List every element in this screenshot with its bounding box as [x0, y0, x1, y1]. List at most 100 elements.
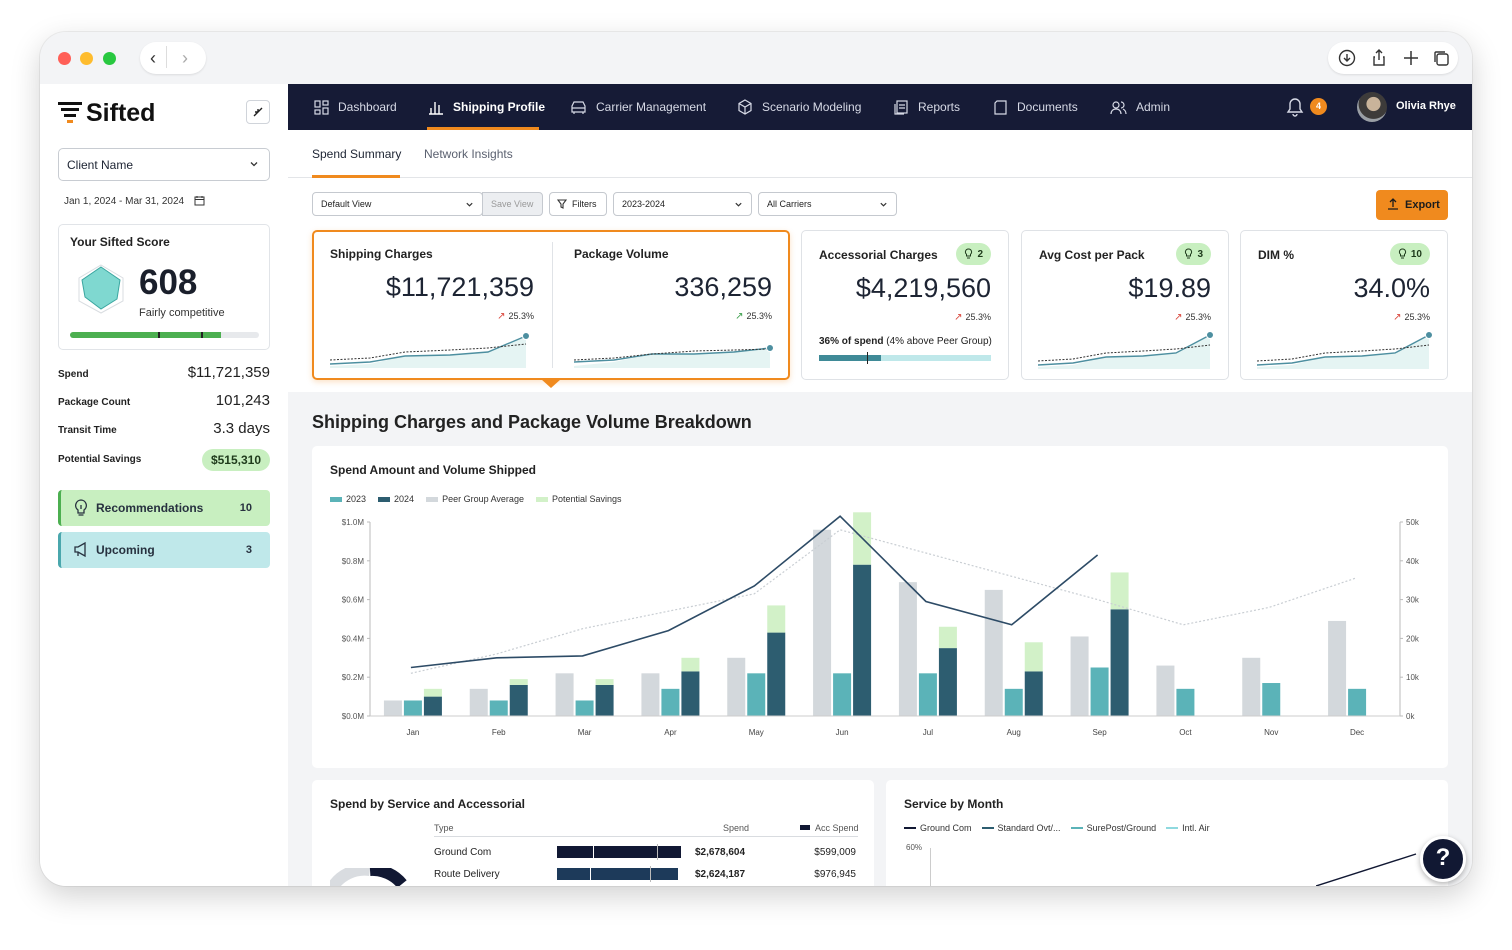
back-arrow-icon[interactable]: ‹ — [150, 48, 156, 68]
maximize-window-button[interactable] — [103, 52, 116, 65]
share-icon[interactable] — [1370, 49, 1388, 67]
calendar-icon — [194, 196, 205, 206]
kpi-avg-cost-per-pack[interactable]: Avg Cost per Pack 3 $19.89 ↗ 25.3% — [1021, 230, 1229, 380]
tab-spend-summary[interactable]: Spend Summary — [312, 147, 402, 161]
x-tick-label: Apr — [664, 728, 677, 737]
legend-label: Intl. Air — [1182, 823, 1210, 833]
kpi-title: Package Volume — [574, 247, 669, 261]
date-range-picker[interactable]: Jan 1, 2024 - Mar 31, 2024 — [64, 196, 205, 207]
legend-2024[interactable]: 2024 — [378, 494, 414, 504]
carrier-select-value: All Carriers — [767, 199, 812, 209]
kpi-delta-value: 25.3% — [965, 312, 991, 322]
legend-label: 2023 — [346, 494, 367, 504]
period-select[interactable]: 2023-2024 — [613, 192, 752, 216]
legend-item[interactable]: SurePost/Ground — [1070, 823, 1156, 833]
avatar[interactable] — [1357, 92, 1387, 122]
nav-carrier-management[interactable]: Carrier Management — [570, 84, 706, 130]
nav-admin[interactable]: Admin — [1110, 84, 1170, 130]
chart-legend: 2023 2024 Peer Group Average Potential S… — [330, 494, 634, 504]
bar-chart-icon — [429, 101, 443, 115]
upcoming-count: 3 — [245, 544, 252, 556]
recommendations-button[interactable]: Recommendations 10 — [58, 490, 270, 526]
minimize-window-button[interactable] — [80, 52, 93, 65]
bar-2023-jan — [403, 700, 422, 716]
kpi-accessorial-charges[interactable]: Accessorial Charges 2 $4,219,560 ↗ 25.3% … — [801, 230, 1009, 380]
service-legend: Ground Com Standard Ovt/... SurePost/Gro… — [904, 823, 1210, 833]
nav-reports[interactable]: Reports — [894, 84, 960, 130]
bar-2023-aug — [1004, 688, 1023, 716]
metric-spend: Spend $11,721,359 — [58, 364, 270, 386]
browser-titlebar: ‹ › — [40, 32, 1472, 84]
download-icon[interactable] — [1338, 49, 1356, 67]
period-select-value: 2023-2024 — [622, 199, 666, 209]
nav-scenario-modeling[interactable]: Scenario Modeling — [737, 84, 861, 130]
export-button[interactable]: Export — [1376, 190, 1448, 220]
bar-divider — [593, 846, 594, 858]
legend-item[interactable]: Ground Com — [904, 823, 972, 833]
peer-marker — [867, 352, 868, 364]
nav-documents[interactable]: Documents — [993, 84, 1078, 130]
bar-savings-aug — [1024, 642, 1043, 672]
nav-active-indicator — [427, 127, 539, 130]
forward-arrow-icon[interactable]: › — [182, 48, 188, 68]
nav-dashboard[interactable]: Dashboard — [314, 84, 397, 130]
filters-button[interactable]: Filters — [549, 192, 607, 216]
legend-swatch — [378, 496, 391, 502]
chevron-down-icon — [880, 202, 887, 207]
brand-logo[interactable]: Sifted — [58, 98, 155, 128]
upcoming-button[interactable]: Upcoming 3 — [58, 532, 270, 568]
y-axis — [930, 848, 931, 886]
nav-label: Shipping Profile — [453, 100, 545, 114]
line-volume-2024 — [410, 515, 1099, 669]
kpi-package-volume[interactable]: Package Volume 336,259 ↗ 25.3% — [552, 232, 790, 378]
trend-up-icon: ↗ — [735, 311, 744, 322]
legend-item[interactable]: Standard Ovt/... — [981, 823, 1061, 833]
bar-savings-mar — [595, 679, 614, 685]
col-acc-header: Acc Spend — [800, 823, 859, 833]
kpi-dim-percent[interactable]: DIM % 10 34.0% ↗ 25.3% — [1240, 230, 1448, 380]
legend-2023[interactable]: 2023 — [330, 494, 366, 504]
tabs-overview-icon[interactable] — [1432, 49, 1450, 67]
help-button[interactable]: ? — [1420, 836, 1466, 882]
badge-count: 3 — [1197, 249, 1203, 260]
bar-peer-sep — [1070, 636, 1089, 716]
dashboard-icon — [314, 99, 329, 115]
notification-badge: 4 — [1310, 98, 1327, 115]
legend-potential-savings[interactable]: Potential Savings — [535, 494, 622, 504]
bar-2023-feb — [489, 700, 508, 716]
bell-icon[interactable] — [1286, 97, 1304, 117]
tab-network-insights[interactable]: Network Insights — [424, 147, 513, 161]
bar-2024-jun — [853, 564, 872, 716]
bar-peer-dec — [1328, 620, 1347, 716]
document-icon — [994, 99, 1007, 115]
x-tick-label: Aug — [1007, 728, 1021, 737]
close-window-button[interactable] — [58, 52, 71, 65]
recommendation-badge[interactable]: 3 — [1176, 243, 1211, 265]
new-tab-icon[interactable] — [1402, 49, 1420, 67]
recommendation-badge[interactable]: 2 — [956, 243, 991, 265]
accessorial-bar — [819, 352, 991, 364]
badge-count: 2 — [977, 249, 983, 260]
x-tick-label: Jun — [836, 728, 849, 737]
client-select[interactable]: Client Name — [58, 148, 270, 181]
row-acc-spend: $599,009 — [814, 847, 856, 858]
recommendation-badge[interactable]: 10 — [1389, 243, 1430, 265]
spend-bar[interactable] — [557, 844, 681, 860]
bar-savings-may — [767, 605, 786, 633]
bar-2023-sep — [1090, 667, 1109, 716]
kpi-shipping-charges[interactable]: Shipping Charges $11,721,359 ↗ 25.3% — [314, 232, 552, 378]
carrier-select[interactable]: All Carriers — [758, 192, 897, 216]
user-name[interactable]: Olivia Rhye — [1396, 100, 1456, 112]
legend-peer-group[interactable]: Peer Group Average — [426, 494, 524, 504]
legend-item[interactable]: Intl. Air — [1166, 823, 1210, 833]
nav-shipping-profile[interactable]: Shipping Profile — [428, 84, 545, 130]
kpi-selected-group[interactable]: Shipping Charges $11,721,359 ↗ 25.3% Pack… — [312, 230, 790, 380]
lightbulb-icon — [1185, 248, 1193, 259]
legend-label: Standard Ovt/... — [997, 823, 1061, 833]
view-select[interactable]: Default View — [312, 192, 483, 216]
save-view-button[interactable]: Save View — [482, 192, 543, 216]
legend-label: 2024 — [394, 494, 415, 504]
collapse-sidebar-button[interactable] — [246, 100, 270, 124]
filters-bar: Default View Save View Filters 2023-2024… — [288, 178, 1472, 230]
spend-bar[interactable] — [557, 866, 678, 882]
